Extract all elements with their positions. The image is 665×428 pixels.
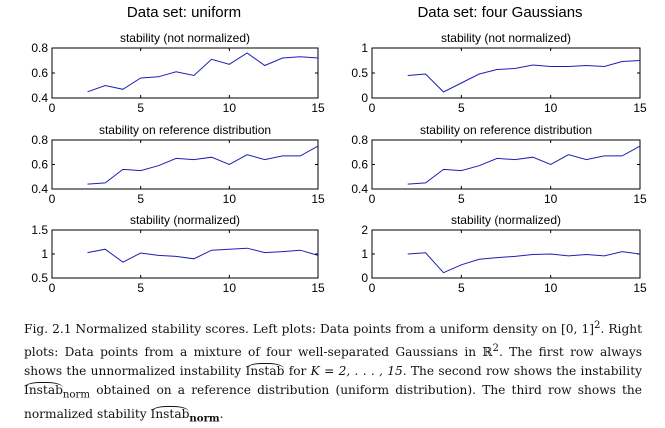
caption-text: obtained on a reference distribution (un… [24, 383, 642, 421]
x-tick-label: 15 [311, 281, 325, 295]
caption-text: Fig. 2.1 Normalized stability scores. Le… [24, 322, 561, 337]
caption-text: for [284, 364, 311, 379]
chart-panel-4: stability (normalized) 0 5 10 15 0.5 1 1.5 [31, 213, 325, 295]
panel-title: stability (not normalized) [120, 31, 250, 45]
x-tick-label: 10 [544, 281, 558, 295]
y-tick-label: 0 [361, 271, 368, 285]
y-tick-label: 0.8 [31, 133, 48, 147]
caption-text: . The first row always shows the unnorma… [24, 345, 643, 379]
x-tick-label: 15 [633, 192, 647, 206]
caption-superscript: 2 [492, 343, 499, 355]
y-tick-label: 0.4 [31, 91, 48, 105]
chart-panel-1: stability (not normalized) 0 5 10 15 0 0.5 1 [351, 31, 647, 115]
caption-text: . [219, 406, 224, 421]
y-tick-label: 1.5 [31, 223, 48, 237]
chart-panel-2: stability on reference distribution 0 5 10 1… [31, 123, 325, 206]
x-tick-label: 10 [544, 101, 558, 115]
y-tick-label: 0 [361, 91, 368, 105]
y-tick-label: 0.8 [31, 41, 48, 55]
series-line [87, 145, 319, 185]
caption-math: K = 2, . . . , 15 [310, 364, 403, 379]
y-tick-label: 0.6 [351, 158, 368, 172]
y-tick-label: 1 [361, 247, 368, 261]
y-tick-label: 2 [361, 223, 368, 237]
panel-title: stability (normalized) [451, 213, 561, 227]
y-tick-label: 0.8 [351, 133, 368, 147]
caption-math: ℝ [482, 345, 493, 360]
column-title-left: Data set: uniform [127, 4, 241, 21]
y-tick-label: 0.6 [31, 158, 48, 172]
x-tick-label: 15 [633, 281, 647, 295]
x-tick-label: 15 [311, 192, 325, 206]
figure-caption: Fig. 2.1 Normalized stability scores. Le… [24, 316, 642, 428]
x-tick-label: 10 [223, 281, 237, 295]
x-tick-label: 0 [369, 192, 376, 206]
series-line [407, 145, 641, 185]
series-line [407, 60, 641, 93]
panel-title: stability (normalized) [130, 213, 240, 227]
chart-panel-5: stability (normalized) 0 5 10 15 0 1 2 [361, 213, 647, 295]
series-line [87, 247, 319, 263]
chart-panel-0: stability (not normalized) 0 5 10 15 0.4 0.6 0.… [31, 31, 325, 115]
caption-superscript: 2 [593, 320, 601, 331]
y-tick-label: 1 [361, 41, 368, 55]
series-line [87, 52, 319, 93]
caption-subscript: norm [189, 412, 220, 424]
caption-math-hat: Instab [245, 363, 285, 379]
series-line [407, 251, 641, 274]
y-tick-label: 0.5 [31, 271, 48, 285]
x-tick-label: 10 [223, 192, 237, 206]
x-tick-label: 15 [311, 101, 325, 115]
x-tick-label: 0 [49, 101, 56, 115]
x-tick-label: 10 [223, 101, 237, 115]
panel-title: stability on reference distribution [99, 123, 271, 137]
panel-title: stability (not normalized) [441, 31, 571, 45]
x-tick-label: 5 [137, 192, 144, 206]
axes-frame [371, 47, 641, 99]
x-tick-label: 5 [137, 101, 144, 115]
x-tick-label: 0 [369, 281, 376, 295]
y-tick-label: 0.4 [351, 182, 368, 196]
caption-math-hat: Instab [24, 382, 63, 398]
x-tick-label: 0 [49, 281, 56, 295]
x-tick-label: 0 [369, 101, 376, 115]
y-tick-label: 0.5 [351, 66, 368, 80]
caption-text: . The second row shows the instability [402, 364, 642, 379]
y-tick-label: 0.4 [31, 182, 48, 196]
caption-math: [0, 1] [561, 322, 594, 337]
y-tick-label: 0.6 [31, 66, 48, 80]
axes-frame [51, 139, 319, 190]
y-tick-label: 1 [41, 247, 48, 261]
axes-frame [371, 139, 641, 190]
x-tick-label: 5 [458, 281, 465, 295]
x-tick-label: 5 [458, 192, 465, 206]
panels-group: stability (not normalized)0 5 10 150.40.60.… [31, 31, 647, 295]
caption-math-hat: Instab [150, 405, 190, 421]
caption-text: . Right plots: Data points from a mixtur… [24, 322, 642, 360]
x-tick-label: 0 [49, 192, 56, 206]
x-tick-label: 5 [137, 281, 144, 295]
x-tick-label: 10 [544, 192, 558, 206]
figure-canvas: Data set: uniform Data set: four Gaussia… [31, 4, 647, 295]
caption-subscript: norm [62, 389, 91, 401]
chart-panel-3: stability on reference distribution 0 5 10 1… [351, 123, 647, 206]
column-title-right: Data set: four Gaussians [417, 4, 582, 21]
panel-title: stability on reference distribution [420, 123, 592, 137]
x-tick-label: 5 [458, 101, 465, 115]
axes-frame [51, 229, 319, 279]
x-tick-label: 15 [633, 101, 647, 115]
